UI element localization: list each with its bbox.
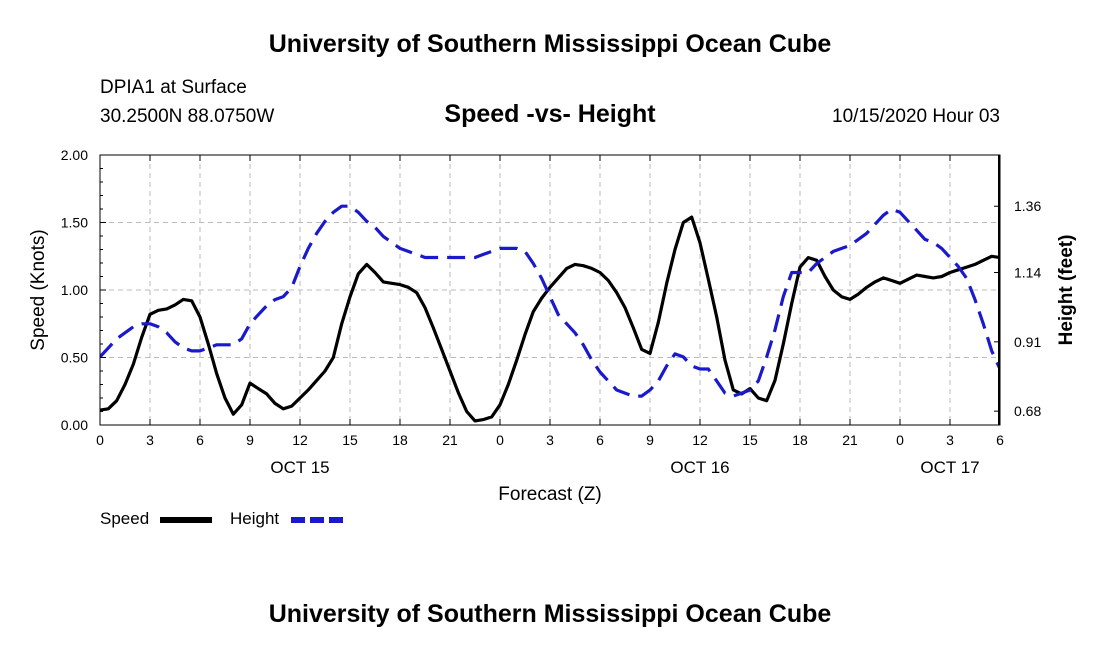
y-left-tick-label: 1.50 <box>61 215 88 231</box>
y-left-tick-label: 0.50 <box>61 350 88 366</box>
y-left-axis-title: Speed (Knots) <box>28 229 49 350</box>
y-right-tick-label: 1.36 <box>1014 198 1041 214</box>
forecast-datetime: 10/15/2020 Hour 03 <box>832 106 1000 127</box>
x-tick-label: 0 <box>896 432 904 448</box>
x-tick-label: 6 <box>596 432 604 448</box>
legend-height-label: Height <box>230 509 280 528</box>
grid-lines <box>100 155 1000 425</box>
x-tick-label: 12 <box>292 432 308 448</box>
x-tick-label: 0 <box>496 432 504 448</box>
x-tick-label: 21 <box>442 432 458 448</box>
y-right-tick-label: 0.68 <box>1014 403 1041 419</box>
x-day-label: OCT 16 <box>670 458 729 477</box>
axes: 0 3 6 9 12 15 18 21 0 3 6 9 12 15 18 21 0 3 6 OCT 15 OCT 16 O… <box>28 147 1077 505</box>
x-tick-label: 18 <box>792 432 808 448</box>
x-tick-label: 0 <box>96 432 104 448</box>
x-tick-label: 9 <box>246 432 254 448</box>
legend-speed-label: Speed <box>100 509 150 528</box>
y-right-tick-label: 0.91 <box>1014 334 1041 350</box>
x-axis-title: Forecast (Z) <box>498 484 601 505</box>
x-tick-label: 15 <box>742 432 758 448</box>
x-tick-label: 15 <box>342 432 358 448</box>
x-tick-label: 3 <box>546 432 554 448</box>
station-name: DPIA1 at Surface <box>100 77 247 98</box>
x-tick-label: 21 <box>842 432 858 448</box>
x-tick-label: 9 <box>646 432 654 448</box>
x-day-label: OCT 15 <box>270 458 329 477</box>
y-right-axis-title: Height (feet) <box>1056 235 1077 346</box>
y-right-tick-label: 1.14 <box>1014 265 1041 281</box>
page-title: University of Southern Mississippi Ocean… <box>268 30 832 58</box>
y-left-tick-label: 0.00 <box>61 417 88 433</box>
chart-title: Speed -vs- Height <box>444 100 656 128</box>
x-tick-label: 3 <box>946 432 954 448</box>
x-tick-label: 6 <box>996 432 1004 448</box>
x-day-label: OCT 17 <box>920 458 979 477</box>
x-tick-label: 6 <box>196 432 204 448</box>
footer-title: University of Southern Mississippi Ocean… <box>268 600 832 628</box>
speed-series-line <box>100 215 1000 423</box>
series-lines <box>100 204 1000 423</box>
x-tick-label: 3 <box>146 432 154 448</box>
y-left-tick-label: 2.00 <box>61 147 88 163</box>
y-left-tick-label: 1.00 <box>61 282 88 298</box>
x-tick-label: 12 <box>692 432 708 448</box>
station-coordinates: 30.2500N 88.0750W <box>100 106 275 127</box>
x-tick-label: 18 <box>392 432 408 448</box>
